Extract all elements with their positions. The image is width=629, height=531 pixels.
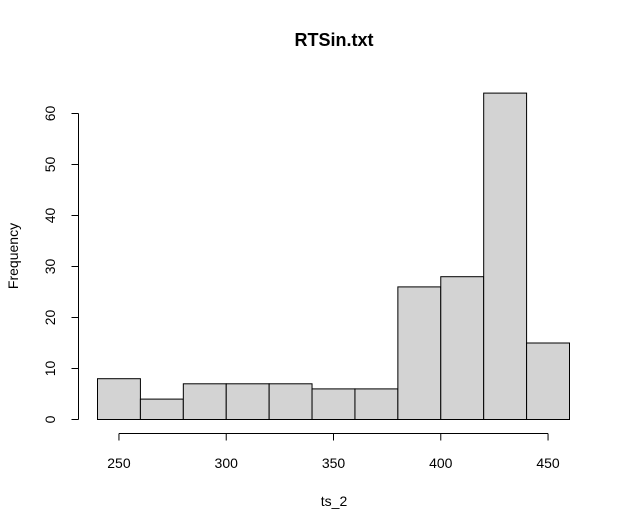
y-tick-label: 50 [42,157,58,173]
y-axis-label: Frequency [5,223,21,289]
y-tick-label: 40 [42,208,58,224]
histogram-bar [139,398,184,421]
x-tick-label: 450 [536,455,560,471]
histogram-bar [397,286,442,420]
histogram-bar [440,276,485,421]
y-tick-label: 10 [42,361,58,377]
histogram-bar [268,383,313,420]
y-tick-label: 60 [42,106,58,122]
histogram-bar [182,383,227,420]
x-tick-label: 400 [429,455,453,471]
x-tick-label: 350 [322,455,346,471]
chart-title: RTSin.txt [295,30,374,50]
x-tick-label: 300 [215,455,239,471]
x-axis-label: ts_2 [321,493,348,509]
x-axis: 250 300 350 400 450 [107,433,560,471]
histogram-bar [526,342,570,420]
y-tick-label: 30 [42,259,58,275]
x-tick-label: 250 [107,455,131,471]
bars-group [97,92,570,421]
y-tick-label: 20 [42,310,58,326]
histogram-bar [483,92,528,420]
histogram-bar [225,383,270,420]
histogram-bar [354,388,399,420]
y-axis: 0 10 20 30 40 50 60 [42,106,79,423]
y-tick-label: 0 [42,415,58,423]
histogram-bar [97,378,141,421]
histogram-bar [311,388,356,420]
